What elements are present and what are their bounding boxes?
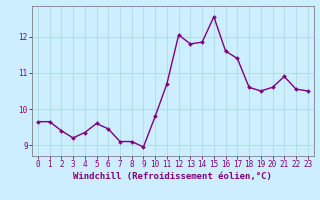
X-axis label: Windchill (Refroidissement éolien,°C): Windchill (Refroidissement éolien,°C) xyxy=(73,172,272,181)
